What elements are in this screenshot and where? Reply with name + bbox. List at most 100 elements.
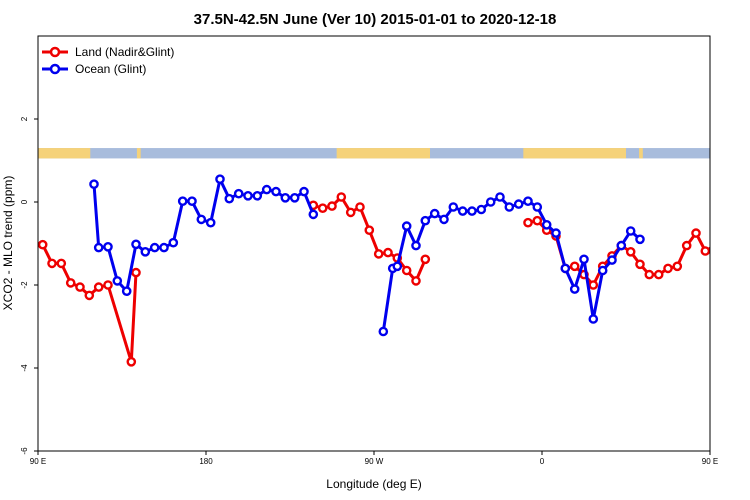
data-point-ocean [597, 265, 608, 276]
data-point-land [420, 254, 431, 265]
data-point-ocean [103, 241, 113, 252]
data-point-ocean [299, 186, 309, 197]
data-point-ocean [532, 202, 543, 212]
data-point-land [635, 259, 645, 270]
data-point-land [345, 207, 356, 218]
data-point-land [739, 279, 746, 286]
data-point-ocean [121, 286, 132, 297]
land-ocean-strip [38, 148, 750, 159]
data-point-land [672, 261, 683, 272]
data-point-land [532, 215, 543, 226]
data-point-ocean [569, 284, 580, 294]
data-point-ocean [457, 206, 468, 216]
data-point-land [317, 203, 328, 213]
data-point-land [569, 261, 580, 272]
data-point-ocean [224, 193, 235, 204]
data-point-ocean [411, 240, 421, 251]
data-point-land [588, 280, 599, 290]
data-point-land [663, 263, 673, 274]
data-point-ocean [93, 242, 104, 253]
data-point-ocean [215, 174, 225, 184]
y-tick-label: 0 [20, 199, 29, 204]
data-point-ocean [467, 206, 477, 216]
data-point-land [56, 258, 67, 269]
data-point-ocean [168, 237, 179, 248]
data-point-ocean [495, 192, 505, 202]
data-point-ocean [378, 326, 389, 337]
data-point-ocean [476, 204, 487, 215]
data-point-land [644, 269, 655, 280]
data-point-ocean [261, 184, 272, 195]
x-tick-label: 90 E [702, 457, 718, 466]
data-point-ocean [401, 221, 412, 231]
data-point-ocean [523, 196, 533, 206]
series-line-ocean [92, 177, 315, 293]
data-point-ocean [588, 314, 599, 324]
data-point-land [709, 244, 710, 247]
data-point-land [336, 192, 347, 202]
data-point-land [373, 249, 384, 259]
data-point-land [700, 246, 710, 256]
land-band [336, 148, 430, 159]
data-point-land [401, 265, 412, 276]
x-tick-label: 90 W [365, 457, 384, 466]
legend-label-ocean: Ocean (Glint) [75, 62, 146, 76]
series-group [38, 174, 746, 367]
data-point-ocean [541, 219, 552, 230]
data-point-land [65, 278, 76, 288]
data-point-ocean [149, 242, 160, 253]
data-point-ocean [308, 209, 319, 220]
x-tick-label: 180 [199, 457, 213, 466]
data-point-land [383, 247, 393, 258]
data-point-land [720, 260, 727, 267]
legend-marker-land [49, 46, 61, 58]
data-point-land [131, 267, 141, 278]
data-point-ocean [392, 261, 403, 272]
chart-title: 37.5N-42.5N June (Ver 10) 2015-01-01 to … [194, 11, 557, 28]
data-point-ocean [131, 239, 141, 250]
data-point-land [75, 282, 85, 292]
data-point-land [681, 240, 692, 251]
x-tick-label: 0 [540, 457, 545, 466]
x-tick-label: 90 E [30, 457, 46, 466]
data-point-ocean [289, 192, 300, 203]
data-point-ocean [420, 215, 431, 226]
data-point-land [38, 239, 48, 250]
legend-marker-ocean [49, 63, 61, 75]
data-point-ocean [159, 242, 169, 253]
data-point-ocean [560, 263, 571, 274]
data-point-land [355, 202, 365, 212]
data-point-ocean [233, 188, 244, 199]
land-band [639, 148, 643, 159]
land-band [38, 148, 91, 159]
legend-label-land: Land (Nadir&Glint) [75, 45, 174, 59]
y-tick-label: -6 [20, 447, 29, 455]
data-point-ocean [448, 202, 459, 212]
data-point-land [93, 282, 104, 292]
data-point-ocean [187, 196, 197, 206]
data-point-ocean [112, 276, 123, 286]
y-axis: -6 -4 -2 0 2 [20, 116, 38, 455]
data-point-land [327, 201, 337, 211]
data-point-land [411, 276, 421, 286]
data-point-land [730, 261, 737, 268]
land-band [136, 148, 141, 159]
data-point-ocean [177, 196, 188, 206]
data-point-ocean [429, 208, 440, 219]
data-point-land [691, 228, 701, 238]
data-point-ocean [607, 255, 617, 265]
data-point-ocean [196, 214, 207, 225]
data-point-ocean [616, 240, 627, 251]
data-point-ocean [140, 246, 151, 257]
data-point-land [84, 290, 95, 301]
land-band [523, 148, 626, 159]
legend: Land (Nadir&Glint) Ocean (Glint) [42, 45, 174, 76]
y-tick-label: -2 [20, 281, 29, 289]
data-point-ocean [280, 192, 291, 203]
data-point-land [47, 258, 57, 269]
data-point-ocean [439, 214, 449, 225]
data-point-ocean [89, 179, 99, 189]
data-point-ocean [579, 254, 589, 265]
land-band [714, 148, 750, 158]
